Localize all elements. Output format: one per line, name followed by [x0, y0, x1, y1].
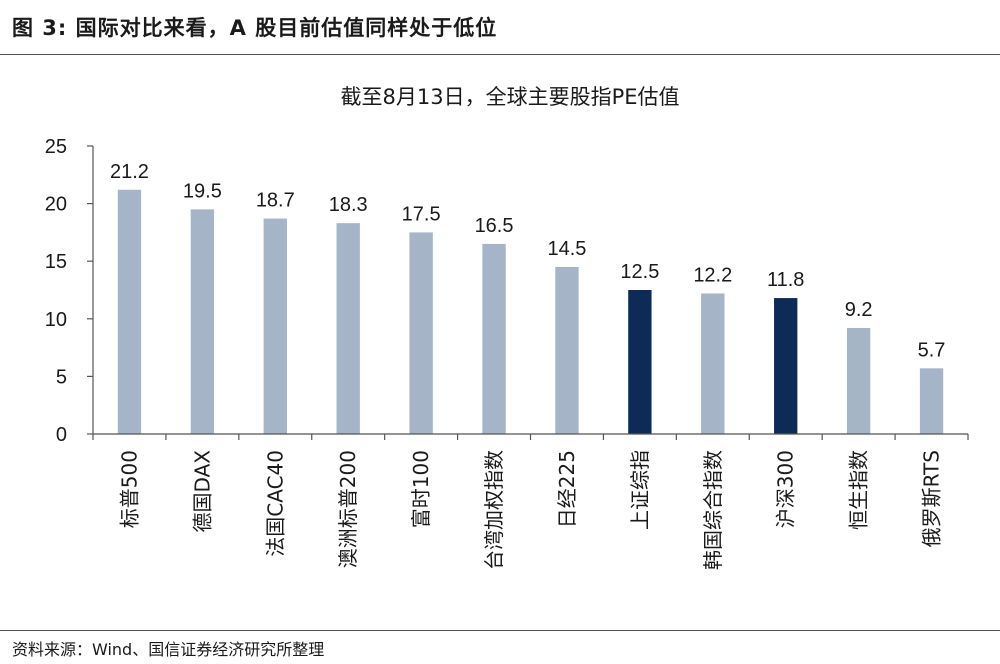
data-label-6: 16.5	[475, 215, 514, 237]
data-label-1: 21.2	[110, 161, 149, 183]
category-label-5: 富时100	[409, 450, 433, 528]
category-label-12: 俄罗斯RTS	[920, 450, 944, 547]
data-label-2: 19.5	[183, 180, 222, 202]
data-label-4: 18.3	[329, 194, 368, 216]
bar-5	[409, 232, 433, 434]
bar-6	[482, 243, 506, 434]
category-label-4: 澳洲标普200	[336, 450, 360, 568]
bar-7	[555, 266, 579, 434]
data-label-11: 9.2	[845, 299, 873, 321]
data-label-8: 12.5	[620, 261, 659, 283]
bottom-rule	[0, 630, 1000, 631]
bar-12	[919, 368, 944, 434]
data-label-5: 17.5	[402, 203, 441, 225]
chart-title: 截至8月13日，全球主要股指PE估值	[340, 85, 679, 109]
bar-4	[336, 223, 360, 434]
data-label-10: 11.8	[767, 269, 804, 291]
bar-1	[117, 189, 142, 434]
y-tick-label: 25	[45, 136, 67, 158]
bar-10	[774, 298, 798, 434]
data-labels: 21.2 19.5 18.7 18.3 17.5 16.5 14.5 12.5 12.2 11.8…	[110, 161, 945, 362]
x-axis: 标普500 德国DAX 法国CAC40 澳洲标普200 富时100 台湾加权指数 日经225…	[92, 433, 969, 570]
category-label-3: 法国CAC40	[263, 450, 287, 557]
bar-2	[190, 209, 215, 434]
data-label-9: 12.2	[693, 264, 732, 286]
y-axis: 0 5 10 15 20 25	[45, 136, 94, 446]
y-tick-label: 10	[45, 309, 67, 331]
category-label-7: 日经225	[555, 450, 579, 528]
category-label-9: 韩国综合指数	[701, 450, 725, 570]
y-tick-label: 5	[56, 366, 67, 388]
category-label-2: 德国DAX	[190, 450, 214, 533]
y-tick-label: 0	[56, 424, 67, 446]
data-label-12: 5.7	[918, 339, 946, 361]
bar-series	[117, 189, 944, 434]
category-label-1: 标普500	[117, 450, 141, 528]
figure-title: 图 3: 国际对比来看，A 股目前估值同样处于低位	[12, 16, 498, 40]
data-label-3: 18.7	[256, 190, 295, 212]
y-tick-label: 15	[45, 251, 67, 273]
category-label-10: 沪深300	[774, 450, 798, 528]
category-label-8: 上证综指	[628, 450, 652, 530]
bar-3	[263, 218, 287, 434]
top-rule	[0, 54, 1000, 55]
bar-9	[701, 293, 725, 434]
data-label-7: 14.5	[547, 238, 586, 260]
category-label-6: 台湾加权指数	[482, 450, 506, 570]
bar-11	[846, 328, 871, 434]
y-tick-label: 20	[45, 194, 67, 216]
bar-chart: 截至8月13日，全球主要股指PE估值 0 5 10 15 20 25 21.2 19.5 18…	[45, 85, 969, 570]
category-label-11: 恒生指数	[847, 450, 871, 530]
bar-8	[628, 290, 652, 434]
source-note: 资料来源：Wind、国信证券经济研究所整理	[12, 640, 325, 659]
